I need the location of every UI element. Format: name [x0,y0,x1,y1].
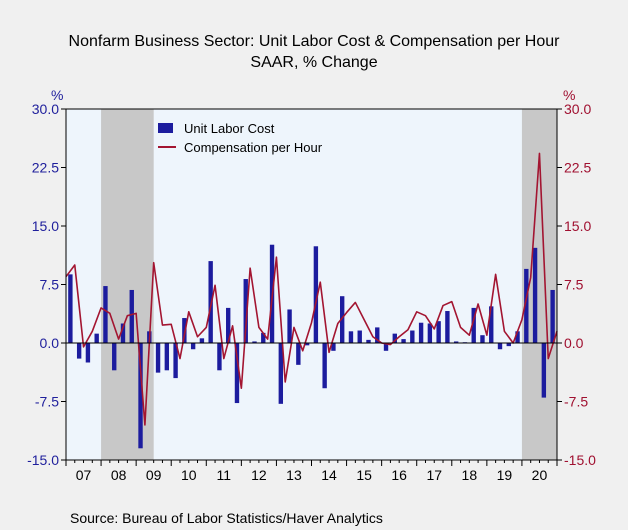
right-tick-label: 7.5 [564,277,584,293]
x-axis: 07 08 09 10 11 12 13 14 15 16 17 18 19 20 [65,460,558,483]
x-tick-label: 09 [146,467,162,483]
bar-unit-labor-cost [497,343,503,350]
bar-unit-labor-cost [506,343,511,347]
bar-unit-labor-cost [366,339,371,343]
x-tick-label: 16 [391,467,407,483]
bar-unit-labor-cost [471,307,476,343]
left-tick-label: 30.0 [32,101,59,117]
bar-unit-labor-cost [208,261,213,343]
bar-unit-labor-cost [524,268,529,343]
right-tick-label: -7.5 [564,394,588,410]
x-tick-label: 19 [497,467,513,483]
left-axis-unit: % [51,87,63,103]
right-tick-label: 30.0 [564,101,591,117]
bar-unit-labor-cost [261,332,266,343]
bar-unit-labor-cost [112,343,117,371]
bar-unit-labor-cost [410,330,415,343]
bar-unit-labor-cost [287,309,292,343]
legend-label-unit-labor-cost: Unit Labor Cost [184,121,275,136]
bar-unit-labor-cost [427,323,433,343]
left-tick-label: 22.5 [32,160,59,176]
bar-unit-labor-cost [182,318,187,343]
bar-unit-labor-cost [94,333,99,343]
bar-unit-labor-cost [103,286,108,343]
line-compensation-per-hour [65,152,558,426]
bar-unit-labor-cost [129,289,134,343]
bar-unit-labor-cost [217,343,222,371]
x-tick-label: 14 [321,467,337,483]
bar-unit-labor-cost [339,296,345,343]
bar-unit-labor-cost [375,327,380,343]
x-tick-label: 11 [217,467,232,483]
bar-unit-labor-cost [243,279,248,343]
bar-unit-labor-cost [480,335,485,343]
bar-unit-labor-cost [199,338,205,343]
legend-swatch-unit-labor-cost [158,123,173,133]
x-tick-label: 13 [286,467,302,483]
left-tick-label: 15.0 [32,218,59,234]
left-axis: 30.0 22.5 15.0 7.5 0.0 -7.5 -15.0 [27,101,66,468]
right-tick-label: -15.0 [564,452,596,468]
bar-unit-labor-cost [234,343,240,404]
left-tick-label: 0.0 [40,335,60,351]
x-tick-label: 07 [76,467,92,483]
x-tick-label: 20 [532,467,548,483]
bar-unit-labor-cost [532,247,538,343]
plot-area [65,108,558,461]
bar-unit-labor-cost [392,333,397,343]
bar-unit-labor-cost [515,331,520,343]
bar-unit-labor-cost [445,311,450,343]
x-tick-label: 12 [251,467,267,483]
bar-unit-labor-cost [453,341,459,343]
bar-unit-labor-cost [252,341,257,343]
right-axis-unit: % [563,87,575,103]
bar-unit-labor-cost [296,343,301,365]
right-axis: 30.0 22.5 15.0 7.5 0.0 -7.5 -15.0 [557,101,596,468]
bar-unit-labor-cost [550,289,555,343]
bar-unit-labor-cost [357,330,362,343]
left-tick-label: -7.5 [35,394,59,410]
x-tick-label: 10 [181,467,197,483]
x-tick-label: 18 [462,467,478,483]
bar-unit-labor-cost [76,343,82,359]
bar-unit-labor-cost [278,343,284,404]
chart-title: Nonfarm Business Sector: Unit Labor Cost… [69,33,561,50]
bar-unit-labor-cost [541,343,547,398]
bar-unit-labor-cost [348,331,354,343]
bar-unit-labor-cost [418,322,424,343]
bar-unit-labor-cost [85,343,91,363]
bar-unit-labor-cost [489,306,494,343]
x-tick-label: 17 [426,467,442,483]
right-tick-label: 15.0 [564,218,591,234]
bar-unit-labor-cost [313,246,319,343]
recession-band-0 [101,109,154,460]
right-tick-label: 22.5 [564,160,591,176]
bar-unit-labor-cost [383,343,389,351]
bar-unit-labor-cost [401,339,406,343]
legend: Unit Labor Cost Compensation per Hour [158,121,323,155]
bar-unit-labor-cost [173,343,178,379]
right-tick-label: 0.0 [564,335,584,351]
bar-unit-labor-cost [436,321,441,343]
bar-unit-labor-cost [155,343,161,373]
x-tick-label: 15 [356,467,372,483]
bar-unit-labor-cost [138,343,143,449]
left-tick-label: -15.0 [27,452,59,468]
bar-unit-labor-cost [190,343,196,350]
bar-unit-labor-cost [322,343,327,389]
bar-unit-labor-cost [68,274,73,343]
left-tick-label: 7.5 [40,277,60,293]
bar-unit-labor-cost [226,307,231,343]
x-tick-label: 08 [111,467,127,483]
bar-unit-labor-cost [120,323,126,343]
chart-subtitle: SAAR, % Change [250,54,377,71]
compensation-line [65,152,558,426]
bar-unit-labor-cost [304,343,310,346]
bar-unit-labor-cost [164,343,170,371]
source-note: Source: Bureau of Labor Statistics/Haver… [70,510,383,526]
legend-label-compensation: Compensation per Hour [184,140,323,155]
bar-unit-labor-cost [331,343,336,351]
